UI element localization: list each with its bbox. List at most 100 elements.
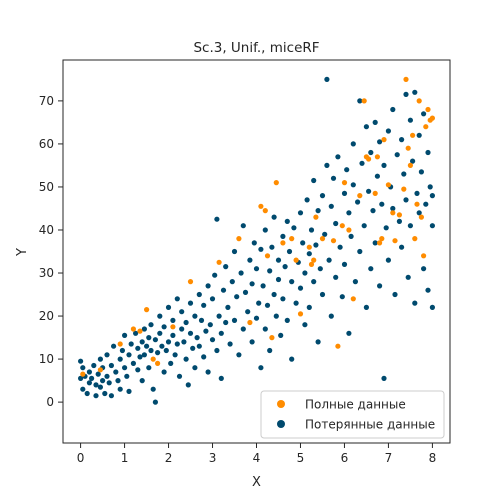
missing-data-point: [126, 352, 132, 358]
missing-data-point: [407, 117, 413, 123]
missing-data-point: [269, 244, 275, 250]
missing-data-point: [80, 365, 86, 371]
missing-data-point: [104, 352, 110, 358]
missing-data-point: [174, 341, 180, 347]
missing-data-point: [256, 300, 262, 306]
missing-data-point: [271, 291, 277, 298]
missing-data-point: [416, 132, 422, 138]
complete-data-point: [216, 259, 222, 265]
missing-data-point: [161, 369, 167, 375]
missing-data-point: [267, 347, 273, 354]
complete-data-point: [377, 240, 383, 246]
legend-label-missing: Потерянные данные: [305, 418, 435, 432]
legend-marker-missing: [277, 420, 285, 428]
missing-data-point: [201, 354, 207, 360]
missing-data-point: [278, 332, 284, 338]
missing-data-point: [368, 266, 374, 272]
complete-data-point: [423, 124, 429, 130]
missing-data-point: [139, 378, 145, 384]
y-tick-label: 10: [39, 352, 54, 366]
missing-data-point: [282, 264, 288, 270]
missing-data-point: [97, 384, 103, 390]
missing-data-point: [374, 173, 380, 179]
missing-data-point: [370, 208, 376, 214]
missing-data-point: [104, 373, 110, 379]
missing-data-point: [403, 91, 409, 97]
missing-data-point: [317, 266, 323, 272]
missing-data-point: [231, 248, 238, 255]
missing-data-point: [429, 223, 435, 229]
complete-data-point: [416, 98, 422, 104]
missing-data-point: [273, 313, 279, 319]
missing-data-point: [117, 356, 123, 362]
missing-data-point: [341, 261, 348, 267]
missing-data-point: [190, 345, 196, 351]
missing-data-point: [155, 350, 161, 356]
complete-data-point: [401, 186, 407, 192]
complete-data-point: [313, 214, 319, 220]
missing-data-point: [249, 281, 255, 287]
missing-data-point: [421, 266, 427, 272]
complete-data-point: [297, 311, 304, 317]
missing-data-point: [128, 341, 134, 347]
missing-data-point: [368, 149, 374, 156]
missing-data-point: [311, 177, 317, 184]
missing-data-point: [302, 270, 308, 276]
complete-data-point: [372, 190, 378, 196]
missing-data-point: [78, 375, 84, 381]
missing-data-point: [350, 141, 356, 147]
complete-data-point: [390, 210, 396, 216]
missing-data-point: [139, 339, 145, 345]
chart-title: Sc.3, Unif., miceRF: [193, 40, 319, 56]
missing-data-point: [262, 227, 268, 233]
missing-data-point: [181, 339, 187, 345]
missing-data-point: [315, 339, 321, 345]
complete-data-point: [117, 341, 123, 347]
legend: Полные данные Потерянные данные: [260, 390, 445, 439]
missing-data-point: [275, 257, 282, 263]
missing-data-point: [126, 388, 132, 394]
missing-data-point: [93, 393, 99, 399]
missing-data-point: [231, 317, 238, 323]
missing-data-point: [324, 76, 330, 82]
missing-data-point: [284, 218, 290, 224]
missing-data-point: [328, 313, 334, 319]
legend-marker-complete: [277, 400, 285, 408]
complete-data-point: [407, 162, 413, 168]
missing-data-point: [205, 369, 211, 375]
missing-data-point: [227, 341, 233, 347]
missing-data-point: [152, 399, 158, 405]
missing-data-point: [249, 339, 255, 345]
missing-data-point: [117, 386, 123, 392]
missing-data-point: [146, 365, 152, 371]
y-tick-label: 30: [39, 266, 54, 280]
complete-data-point: [392, 238, 398, 244]
missing-data-point: [359, 160, 365, 166]
missing-data-point: [80, 386, 86, 392]
missing-data-point: [97, 356, 103, 362]
missing-data-point: [238, 270, 244, 276]
missing-data-point: [170, 332, 176, 338]
missing-data-point: [251, 240, 257, 246]
missing-data-point: [377, 139, 383, 145]
missing-data-point: [135, 367, 141, 373]
missing-data-point: [133, 330, 139, 336]
missing-data-point: [258, 246, 264, 252]
missing-data-point: [201, 302, 207, 308]
complete-data-point: [339, 223, 345, 229]
missing-data-point: [344, 167, 350, 173]
missing-data-point: [425, 287, 431, 293]
missing-data-point: [106, 380, 112, 386]
missing-data-point: [377, 283, 383, 289]
complete-data-point: [418, 214, 424, 220]
missing-data-point: [84, 390, 90, 397]
missing-data-point: [214, 216, 220, 222]
complete-data-point: [269, 335, 275, 341]
missing-data-point: [385, 128, 391, 134]
missing-data-point: [322, 231, 328, 237]
missing-data-point: [216, 313, 222, 319]
missing-data-point: [192, 365, 198, 371]
missing-data-point: [111, 343, 117, 349]
missing-data-point: [148, 347, 154, 354]
complete-data-point: [425, 106, 431, 113]
